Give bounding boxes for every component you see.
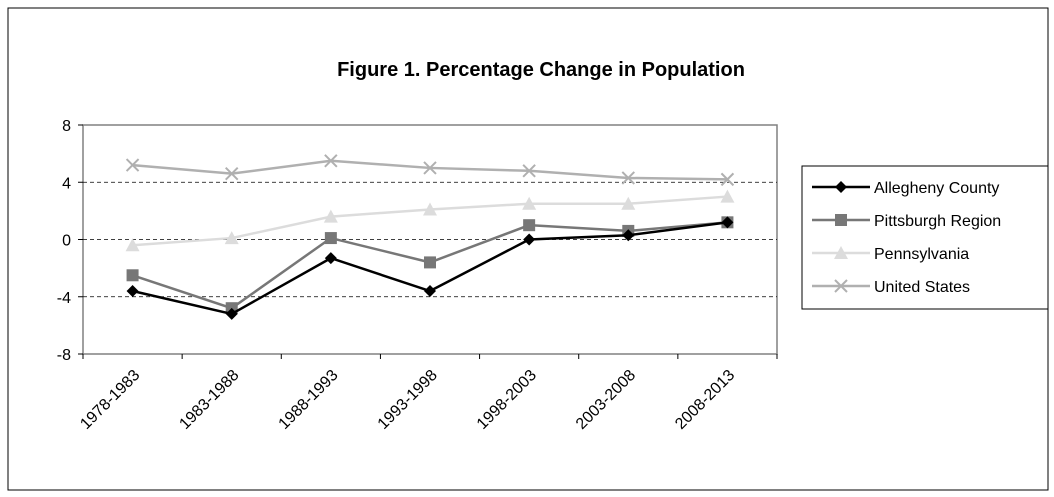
marker — [522, 196, 537, 210]
marker — [834, 279, 848, 293]
marker — [720, 172, 735, 187]
marker — [622, 229, 635, 242]
marker — [324, 252, 337, 265]
marker — [423, 161, 437, 175]
marker — [126, 285, 139, 298]
marker — [834, 246, 848, 259]
marker — [522, 164, 536, 178]
legend-label: Pennsylvania — [874, 246, 969, 263]
legend-label: Pittsburgh Region — [874, 213, 1001, 230]
marker — [721, 216, 734, 229]
marker — [621, 196, 636, 210]
marker — [323, 209, 338, 223]
y-tick-label: -4 — [57, 290, 71, 307]
marker — [125, 238, 140, 252]
y-tick-label: 4 — [62, 175, 71, 192]
marker — [523, 219, 536, 232]
chart-title: Figure 1. Percentage Change in Populatio… — [337, 59, 745, 81]
marker — [324, 154, 338, 168]
marker — [424, 285, 436, 298]
marker — [423, 202, 437, 216]
marker — [126, 269, 139, 282]
marker — [324, 232, 337, 245]
marker — [225, 307, 238, 320]
legend-label: United States — [874, 279, 970, 296]
marker — [835, 214, 847, 226]
marker — [125, 158, 140, 172]
marker — [523, 233, 536, 246]
legend-label: Allegheny County — [874, 180, 999, 197]
marker — [225, 166, 239, 181]
marker — [424, 256, 436, 269]
y-tick-label: -8 — [57, 347, 71, 364]
marker — [621, 171, 635, 185]
y-tick-label: 8 — [62, 118, 71, 135]
marker — [835, 181, 847, 193]
marker — [224, 231, 239, 245]
marker — [720, 189, 735, 203]
y-tick-label: 0 — [62, 233, 71, 250]
